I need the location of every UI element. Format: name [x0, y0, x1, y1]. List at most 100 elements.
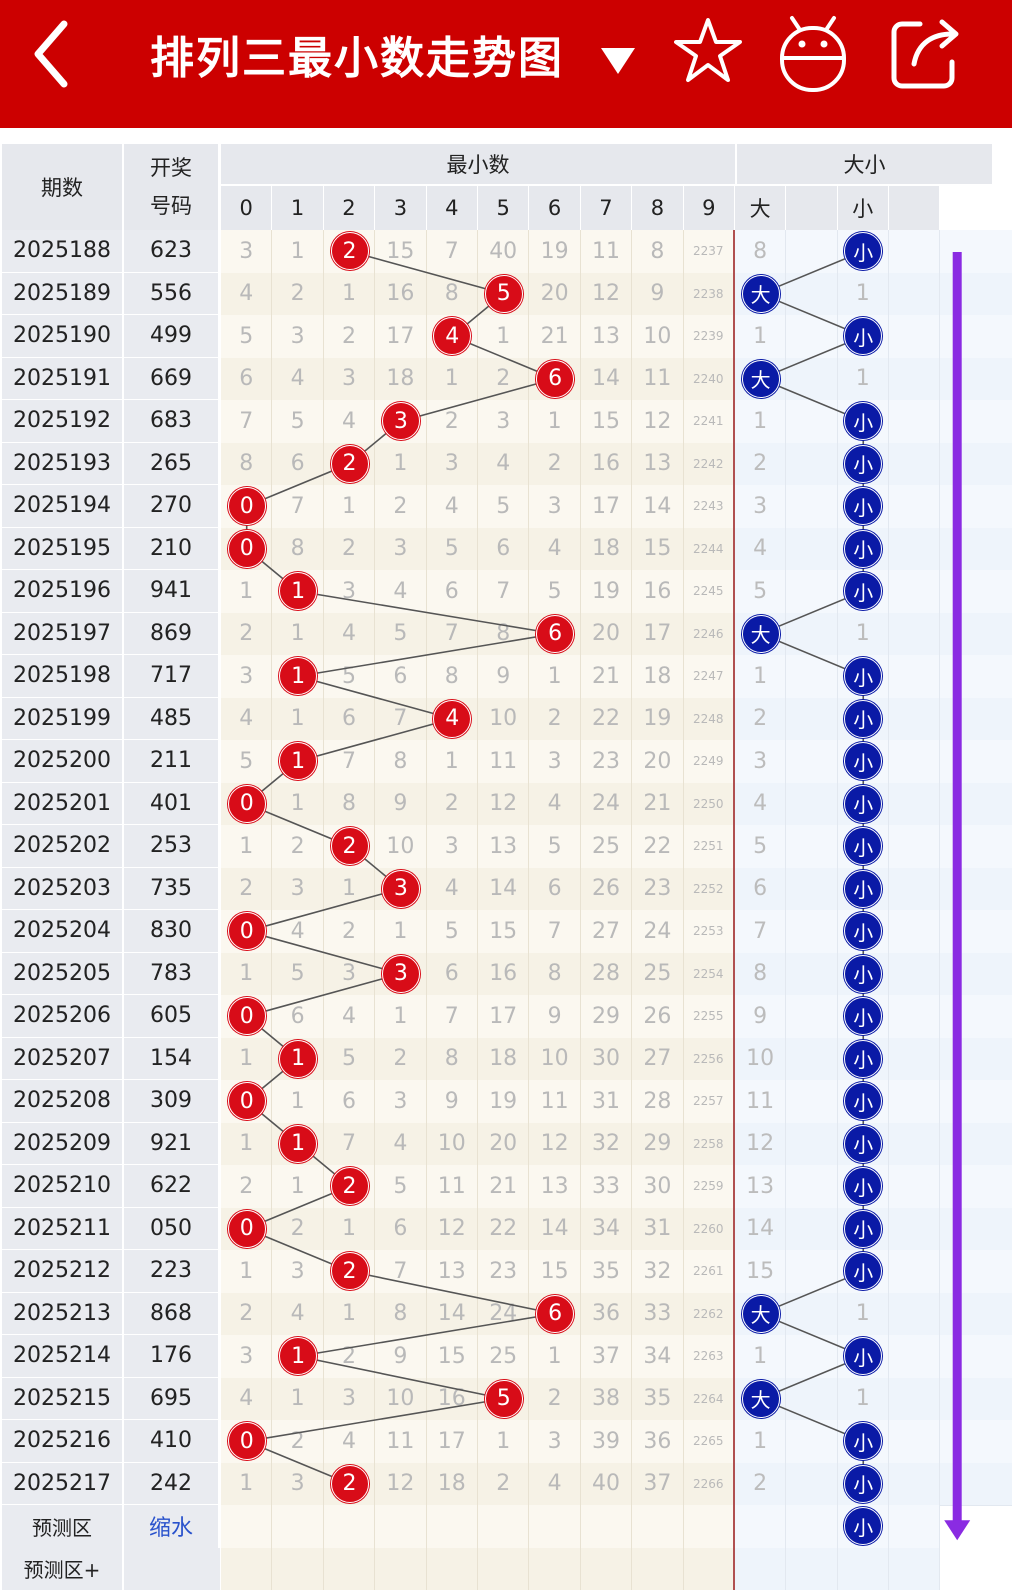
group-header-min: 最小数 — [221, 144, 735, 186]
size-cell-1 — [786, 485, 837, 528]
digit-cell-3: 5 — [375, 613, 426, 656]
digit-cell-7: 26 — [581, 868, 632, 911]
digit-cell-2: 1 — [324, 1208, 375, 1251]
pred-digit-cell[interactable] — [478, 1505, 529, 1548]
size-cell-1 — [786, 783, 837, 826]
digit-cell-8: 9 — [632, 273, 683, 316]
pred-link-shrink[interactable]: 缩水 — [124, 1505, 220, 1548]
digit-cell-9: 2242 — [684, 443, 735, 486]
digit-cell-1: 5 — [272, 953, 323, 996]
pred-size-cell[interactable] — [786, 1505, 837, 1548]
share-icon[interactable] — [890, 16, 962, 94]
digit-cell-8: 29 — [632, 1123, 683, 1166]
page-title-text: 排列三最小数走势图 — [150, 33, 564, 84]
digit-cell-3: 11 — [375, 1420, 426, 1463]
digit-cell-8: 28 — [632, 1080, 683, 1123]
pred-plus-size-cell[interactable] — [735, 1548, 786, 1590]
draw-code: 485 — [124, 698, 220, 741]
digit-cell-2: 4 — [324, 400, 375, 443]
digit-cell-2: 1 — [324, 1293, 375, 1336]
min-digit-ball: 0 — [228, 912, 266, 950]
pred-digit-cell[interactable] — [375, 1505, 426, 1548]
digit-cell-0: 1 — [221, 570, 272, 613]
pred-digit-cell[interactable] — [632, 1505, 683, 1548]
digit-cell-1: 6 — [272, 995, 323, 1038]
digit-cell-8: 30 — [632, 1165, 683, 1208]
digit-cell-7: 19 — [581, 570, 632, 613]
pred-plus-digit-cell[interactable] — [324, 1548, 375, 1590]
digit-cell-5: 9 — [478, 655, 529, 698]
col-header-digit-4: 4 — [427, 186, 478, 230]
size-cell-3 — [889, 1123, 940, 1166]
digit-cell-3: 10 — [375, 825, 426, 868]
pred-plus-digit-cell[interactable] — [529, 1548, 580, 1590]
issue-number: 2025188 — [2, 230, 124, 273]
draw-code: 623 — [124, 230, 220, 273]
digit-cell-5: 4 — [478, 443, 529, 486]
issue-number: 2025202 — [2, 825, 124, 868]
digit-cell-3: 12 — [375, 1463, 426, 1506]
digit-cell-1: 2 — [272, 1208, 323, 1251]
pred-plus-label: 预测区+ — [2, 1548, 124, 1590]
size-cell-3 — [889, 1463, 940, 1506]
star-icon[interactable] — [674, 14, 742, 90]
pred-plus-digit-cell[interactable] — [427, 1548, 478, 1590]
pred-digit-cell[interactable] — [221, 1505, 272, 1548]
min-digit-ball: 5 — [485, 1380, 523, 1418]
digit-cell-0: 1 — [221, 1463, 272, 1506]
digit-cell-5: 2 — [478, 358, 529, 401]
pred-plus-digit-cell[interactable] — [478, 1548, 529, 1590]
col-header-size-0: 大 — [735, 186, 786, 230]
pred-plus-size-cell[interactable] — [786, 1548, 837, 1590]
pred-plus-size-cell[interactable] — [889, 1548, 940, 1590]
draw-code: 783 — [124, 953, 220, 996]
size-cell-3 — [889, 570, 940, 613]
digit-cell-4: 5 — [427, 528, 478, 571]
digit-cell-8: 32 — [632, 1250, 683, 1293]
pred-plus-size-cell[interactable] — [838, 1548, 889, 1590]
draw-code: 265 — [124, 443, 220, 486]
digit-cell-1: 3 — [272, 1463, 323, 1506]
min-digit-ball: 2 — [331, 1167, 369, 1205]
digit-cell-8: 31 — [632, 1208, 683, 1251]
pred-plus-digit-cell[interactable] — [272, 1548, 323, 1590]
digit-cell-2: 3 — [324, 1378, 375, 1421]
pred-digit-cell[interactable] — [427, 1505, 478, 1548]
pred-plus-digit-cell[interactable] — [375, 1548, 426, 1590]
pred-plus-digit-cell[interactable] — [684, 1548, 735, 1590]
pred-digit-cell[interactable] — [272, 1505, 323, 1548]
page-title[interactable]: 排列三最小数走势图 — [150, 22, 635, 87]
issue-number: 2025192 — [2, 400, 124, 443]
issue-number: 2025206 — [2, 995, 124, 1038]
small-ball: 小 — [844, 1040, 882, 1078]
triangle-down-icon[interactable] — [601, 36, 635, 87]
digit-cell-4: 8 — [427, 273, 478, 316]
pred-plus-digit-cell[interactable] — [632, 1548, 683, 1590]
digit-cell-8: 27 — [632, 1038, 683, 1081]
size-cell-0: 7 — [735, 910, 786, 953]
digit-cell-1: 7 — [272, 485, 323, 528]
pred-plus-digit-cell[interactable] — [221, 1548, 272, 1590]
digit-cell-7: 34 — [581, 1208, 632, 1251]
pred-digit-cell[interactable] — [684, 1505, 735, 1548]
digit-cell-8: 16 — [632, 570, 683, 613]
min-digit-ball: 3 — [382, 955, 420, 993]
pred-plus-digit-cell[interactable] — [581, 1548, 632, 1590]
digit-cell-9: 2255 — [684, 995, 735, 1038]
digit-cell-5: 12 — [478, 783, 529, 826]
size-cell-1 — [786, 655, 837, 698]
digit-cell-4: 6 — [427, 570, 478, 613]
digit-cell-0: 4 — [221, 273, 272, 316]
digit-cell-5: 21 — [478, 1165, 529, 1208]
pred-digit-cell[interactable] — [581, 1505, 632, 1548]
pred-digit-cell[interactable] — [529, 1505, 580, 1548]
digit-cell-3: 7 — [375, 1250, 426, 1293]
size-cell-2: 1 — [838, 1293, 889, 1336]
size-cell-0: 1 — [735, 1335, 786, 1378]
pred-size-cell[interactable] — [889, 1505, 940, 1548]
android-icon[interactable] — [778, 14, 848, 100]
back-chevron-icon[interactable] — [28, 18, 76, 90]
digit-cell-1: 1 — [272, 613, 323, 656]
pred-size-cell[interactable] — [735, 1505, 786, 1548]
pred-digit-cell[interactable] — [324, 1505, 375, 1548]
